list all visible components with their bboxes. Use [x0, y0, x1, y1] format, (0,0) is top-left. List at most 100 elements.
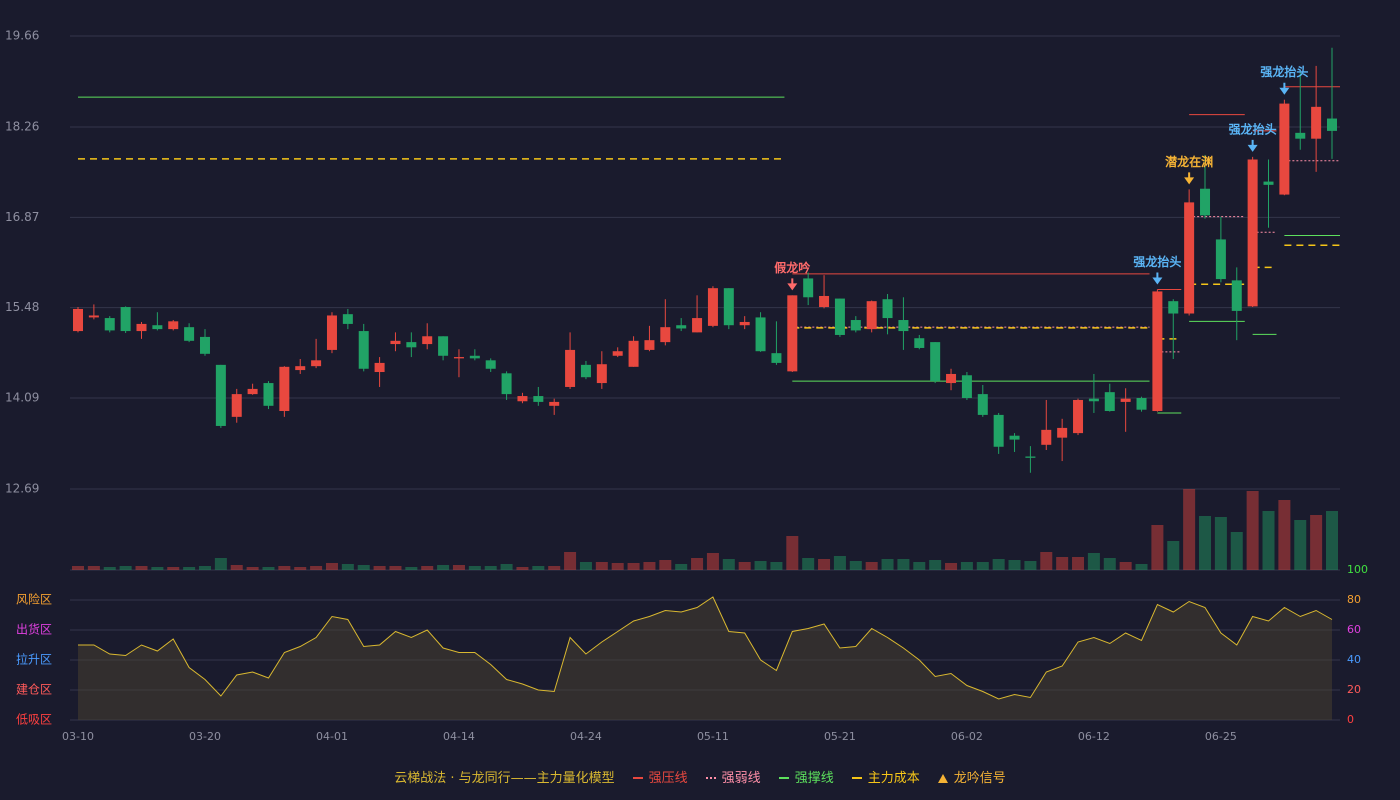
candle-body: [565, 349, 576, 387]
volume-bar: [1151, 525, 1164, 570]
candle-body: [136, 323, 147, 332]
legend-swatch: [851, 777, 862, 779]
indicator-tick-label: 100: [1347, 563, 1368, 576]
volume-bar: [468, 566, 481, 570]
candle-body: [961, 375, 972, 399]
indicator-tick-label: 20: [1347, 683, 1361, 696]
candle-body: [501, 373, 512, 395]
volume-bar: [706, 553, 719, 570]
volume-bar: [1326, 511, 1338, 570]
candle-body: [326, 315, 337, 350]
legend-item: 强撑线: [778, 767, 834, 786]
volume-bar: [1199, 516, 1212, 570]
candle-body: [1215, 239, 1226, 280]
signal-label: 假龙吟: [774, 260, 810, 275]
legend-swatch: [937, 773, 948, 783]
volume-bar: [1246, 491, 1259, 570]
candle-body: [1295, 132, 1306, 139]
signal-label: 强龙抬头: [1260, 64, 1308, 79]
candle-body: [977, 394, 988, 415]
x-tick-label: 03-10: [62, 730, 94, 743]
legend-label: 强弱线: [721, 770, 761, 786]
volume-bar: [818, 559, 831, 570]
signal-label: 潜龙在渊: [1165, 154, 1213, 169]
candle-body: [993, 414, 1004, 447]
volume-bar: [405, 567, 418, 570]
candle-body: [803, 278, 814, 298]
volume-bar: [421, 566, 434, 570]
candle-body: [1184, 202, 1195, 314]
candle-body: [1073, 399, 1084, 434]
candle-body: [1104, 392, 1115, 412]
volume-bar: [1310, 515, 1323, 570]
candle-body: [1200, 188, 1211, 216]
candle-body: [422, 336, 433, 345]
volume-bar: [786, 536, 799, 570]
candle-body: [1152, 291, 1163, 412]
legend-label: 强压线: [648, 770, 688, 786]
candle-body: [596, 364, 607, 384]
candle-body: [485, 360, 496, 369]
volume-bar: [1262, 511, 1275, 570]
candle-body: [850, 320, 861, 331]
y-tick-label: 16.87: [5, 210, 39, 224]
candle-body: [771, 353, 782, 363]
signal-arrow: [1152, 272, 1163, 285]
candle-body: [882, 299, 893, 319]
indicator-tick-label: 80: [1347, 593, 1361, 606]
candle-body: [819, 295, 830, 308]
legend-swatch: [632, 777, 643, 779]
candle-body: [1041, 429, 1052, 445]
y-tick-label: 19.66: [5, 29, 39, 43]
volume-bar: [960, 562, 973, 570]
candle-body: [930, 342, 941, 382]
signal-label: 强龙抬头: [1133, 254, 1181, 269]
volume-bar: [833, 556, 846, 570]
candle-body: [295, 366, 306, 371]
volume-bar: [294, 567, 307, 570]
volume-bar: [198, 566, 211, 570]
signal-label: 强龙抬头: [1229, 121, 1277, 136]
volume-bar: [897, 559, 910, 570]
volume-bar: [802, 558, 815, 570]
candle-body: [199, 336, 210, 354]
y-tick-label: 15.48: [5, 300, 39, 314]
volume-bar: [1214, 517, 1227, 570]
volume-bar: [548, 566, 561, 570]
volume-bar: [643, 562, 656, 570]
volume-bar: [230, 565, 243, 570]
candle-body: [104, 318, 115, 331]
indicator-tick-label: 60: [1347, 623, 1361, 636]
legend: 云梯战法 · 与龙同行——主力量化模型 强压线 强弱线 强撑线 主力成本 龙吟信号: [0, 766, 1400, 786]
volume-bar: [675, 564, 688, 570]
zone-label: 风险区: [16, 592, 52, 607]
volume-bar: [214, 558, 227, 570]
candle-body: [755, 317, 766, 352]
legend-item: 龙吟信号: [937, 767, 1006, 786]
volume-bar: [865, 562, 878, 570]
candle-body: [1009, 435, 1020, 440]
y-tick-label: 18.26: [5, 119, 39, 133]
volume-bar: [1040, 552, 1053, 570]
volume-bar: [945, 563, 958, 570]
candle-body: [723, 288, 734, 326]
candle-body: [1311, 106, 1322, 139]
volume-bar: [976, 562, 989, 570]
volume-bar: [325, 563, 338, 570]
volume-bar: [1087, 553, 1100, 570]
volume-bar: [500, 564, 513, 570]
y-tick-label: 14.09: [5, 391, 39, 405]
volume-bar: [1230, 532, 1243, 570]
volume-bar: [1294, 520, 1307, 570]
volume-bar: [1008, 560, 1021, 570]
volume-bar: [1183, 489, 1196, 570]
volume-bar: [341, 564, 354, 570]
volume-bar: [1072, 557, 1085, 570]
candle-body: [517, 396, 528, 402]
legend-title: 云梯战法 · 与龙同行——主力量化模型: [394, 770, 615, 786]
x-tick-label: 03-20: [189, 730, 221, 743]
volume-bar: [452, 565, 465, 570]
indicator-tick-label: 40: [1347, 653, 1361, 666]
x-tick-label: 06-02: [951, 730, 983, 743]
volume-bar: [151, 567, 164, 570]
